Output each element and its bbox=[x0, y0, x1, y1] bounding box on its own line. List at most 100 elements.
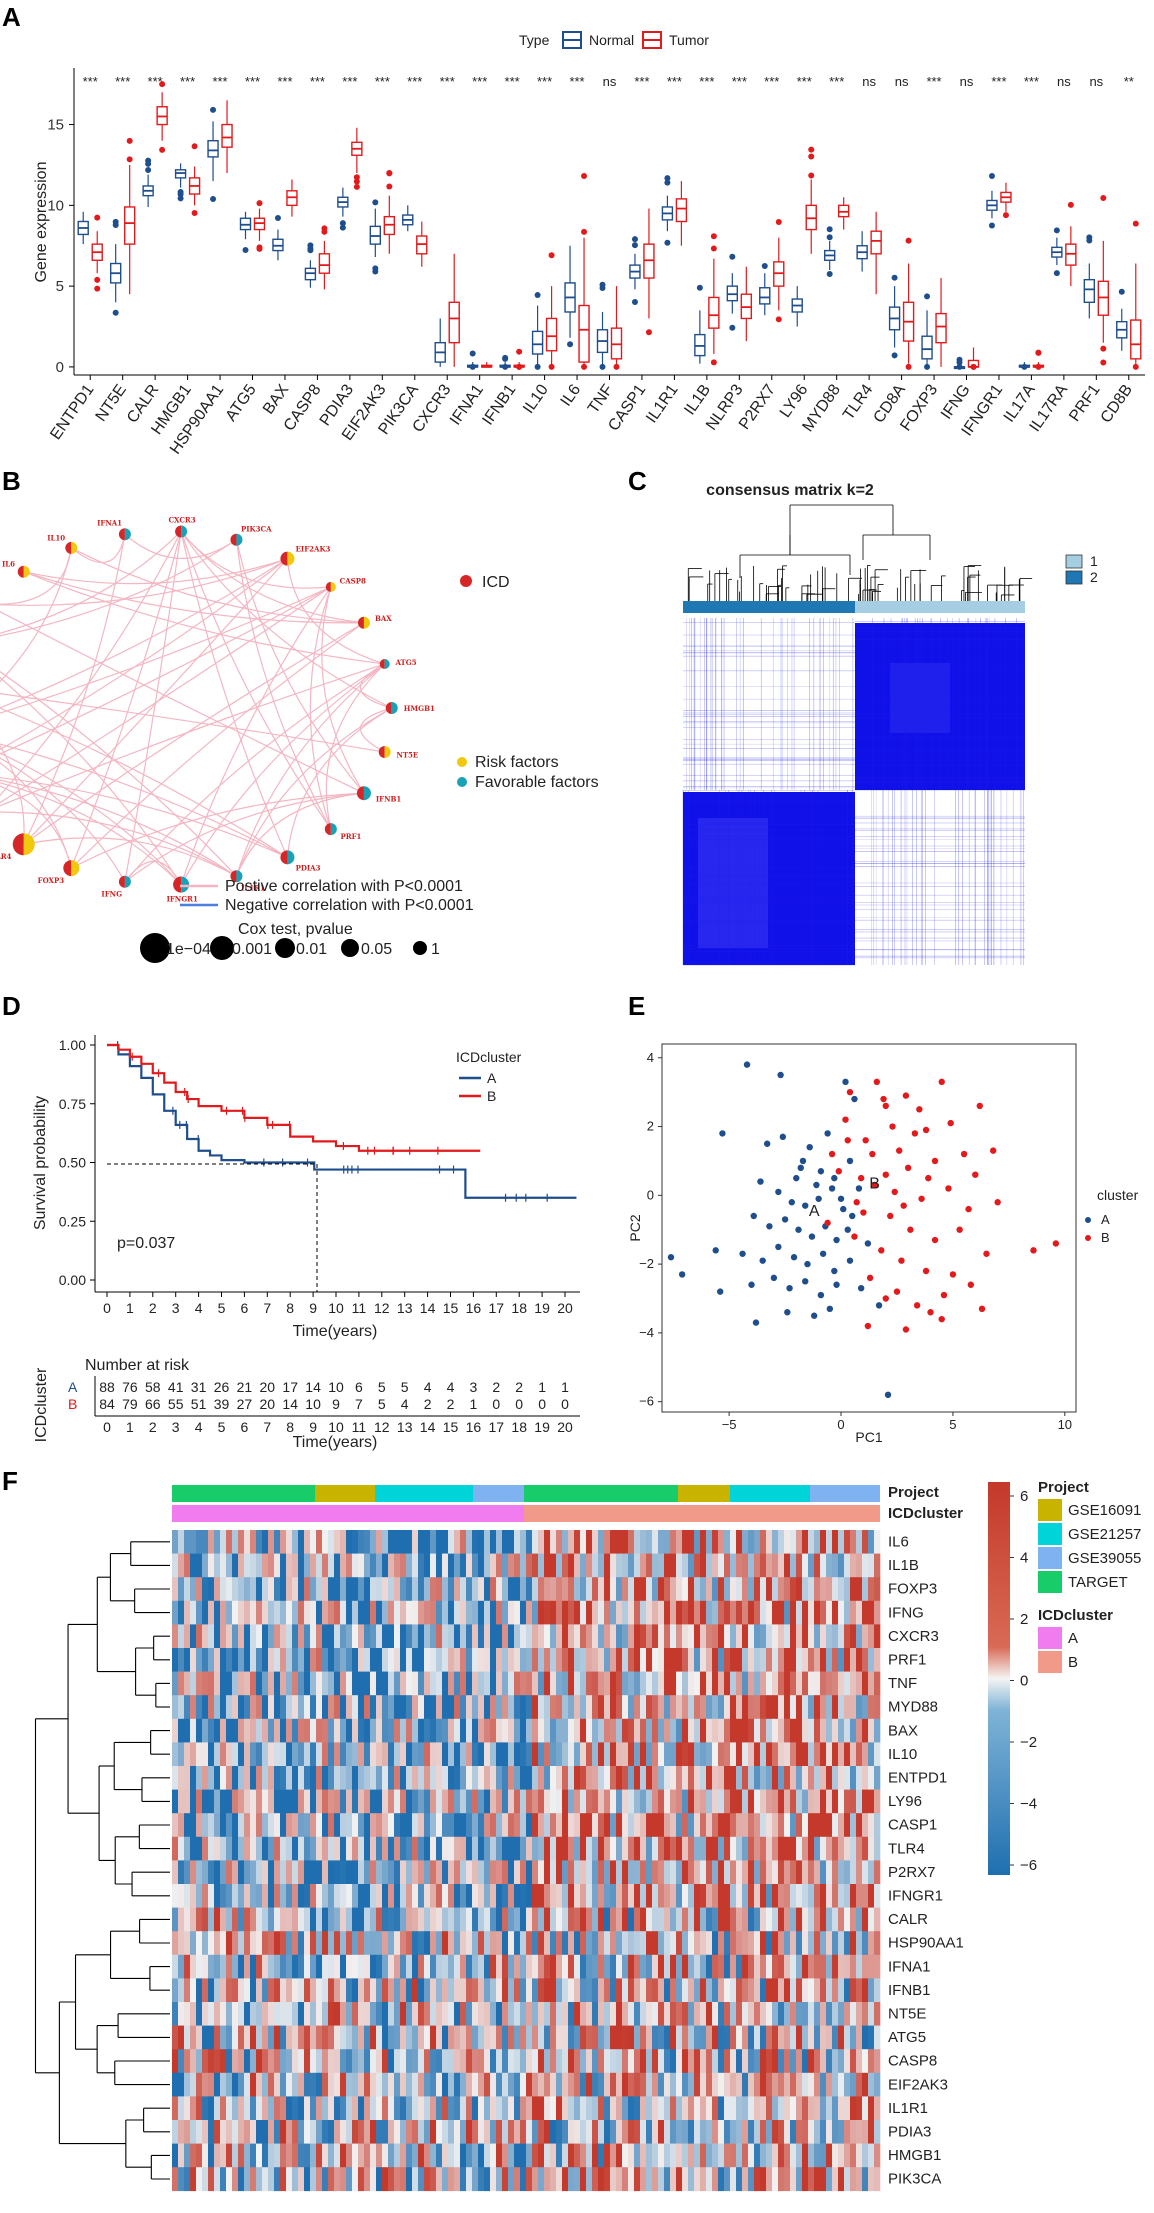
tumor-outlier bbox=[710, 359, 717, 366]
heatmap-cell bbox=[478, 2049, 485, 2074]
heatmap-cell bbox=[712, 1766, 719, 1790]
tumor-outlier bbox=[645, 329, 652, 336]
normal-outlier bbox=[339, 224, 346, 231]
heatmap-cell bbox=[394, 1671, 401, 1696]
pca-point-A bbox=[793, 1174, 800, 1182]
heatmap-cell bbox=[394, 1577, 401, 1602]
heatmap-cell bbox=[220, 1931, 227, 1956]
heatmap-cell bbox=[490, 1530, 497, 1554]
heatmap-cell bbox=[658, 2120, 665, 2144]
heatmap-cell bbox=[304, 1648, 311, 1672]
heatmap-cell bbox=[340, 1836, 347, 1861]
heatmap-cell bbox=[184, 1884, 191, 1908]
heatmap-cell bbox=[838, 1789, 845, 1814]
heatmap-cell bbox=[184, 2025, 191, 2050]
heatmap-cell bbox=[256, 1884, 263, 1908]
risk-x-tick-label: 9 bbox=[309, 1419, 317, 1435]
heatmap-cell bbox=[796, 1836, 803, 1861]
heatmap-cell bbox=[460, 2002, 467, 2026]
heatmap-cell bbox=[190, 1624, 197, 1649]
normal-outlier bbox=[242, 247, 249, 254]
heatmap-cell bbox=[274, 1624, 281, 1649]
heatmap-cell bbox=[784, 1577, 791, 1602]
heatmap-cell bbox=[466, 1671, 473, 1696]
heatmap-cell bbox=[730, 1671, 737, 1696]
normal-outlier bbox=[696, 284, 703, 291]
heatmap-cell bbox=[730, 1813, 737, 1838]
heatmap-cell bbox=[796, 1577, 803, 1602]
heatmap-cell bbox=[226, 1789, 233, 1814]
heatmap-cell bbox=[172, 2167, 179, 2192]
heatmap-cell bbox=[256, 1954, 263, 1979]
heatmap-cell bbox=[322, 1577, 329, 1602]
heatmap-cell bbox=[604, 1695, 611, 1720]
risk-count-b: 51 bbox=[191, 1396, 207, 1412]
heatmap-cell bbox=[826, 1624, 833, 1649]
heatmap-cell bbox=[352, 1577, 359, 1602]
heatmap-cell bbox=[334, 1836, 341, 1861]
heatmap-cell bbox=[364, 1813, 371, 1838]
heatmap-cell bbox=[436, 1742, 443, 1767]
heatmap-cell bbox=[640, 1600, 647, 1625]
heatmap-cell bbox=[742, 2143, 749, 2168]
heatmap-cell bbox=[172, 1577, 179, 1602]
heatmap-cell bbox=[616, 1907, 623, 1932]
tumor-outlier bbox=[808, 172, 815, 179]
cluster-annotation-a bbox=[172, 1505, 524, 1522]
heatmap-cell bbox=[448, 2025, 455, 2050]
heatmap-cell bbox=[622, 2120, 629, 2144]
heatmap-cell bbox=[262, 1553, 269, 1578]
heatmap-cell bbox=[292, 2049, 299, 2074]
heatmap-cell bbox=[694, 1671, 701, 1696]
heatmap-cell bbox=[316, 1766, 323, 1790]
heatmap-cell bbox=[730, 2120, 737, 2144]
heatmap-cell bbox=[184, 1718, 191, 1743]
heatmap-cell bbox=[796, 2049, 803, 2074]
heatmap-cell bbox=[280, 1553, 287, 1578]
heatmap-cell bbox=[754, 2167, 761, 2192]
heatmap-cell bbox=[394, 1884, 401, 1908]
block-1-1 bbox=[683, 792, 855, 965]
heatmap-cell bbox=[718, 1718, 725, 1743]
risk-x-tick-label: 15 bbox=[443, 1419, 459, 1435]
heatmap-cell bbox=[730, 1553, 737, 1578]
heatmap-cell bbox=[556, 1860, 563, 1885]
heatmap-cell bbox=[862, 1718, 869, 1743]
heatmap-cell bbox=[292, 1907, 299, 1932]
heatmap-cell bbox=[622, 2072, 629, 2097]
heatmap-cell bbox=[412, 1884, 419, 1908]
heatmap-cell bbox=[430, 1553, 437, 1578]
heatmap-cell bbox=[406, 1530, 413, 1554]
heatmap-cell bbox=[376, 2049, 383, 2074]
heatmap-cell bbox=[682, 2049, 689, 2074]
heatmap-cell bbox=[406, 2025, 413, 2050]
heatmap-cell bbox=[424, 1553, 431, 1578]
heatmap-cell bbox=[814, 1577, 821, 1602]
heatmap-cell bbox=[202, 1978, 209, 2003]
heatmap-cell bbox=[298, 1789, 305, 1814]
heatmap-cell bbox=[256, 1577, 263, 1602]
heatmap-cell bbox=[862, 1577, 869, 1602]
heatmap-cell bbox=[496, 1766, 503, 1790]
heatmap-cell bbox=[202, 1954, 209, 1979]
risk-x-tick-label: 16 bbox=[466, 1419, 482, 1435]
heatmap-cell bbox=[712, 2096, 719, 2121]
heatmap-cell bbox=[172, 1600, 179, 1625]
pca-point-A bbox=[775, 1188, 782, 1196]
heatmap-cell bbox=[694, 2143, 701, 2168]
heatmap-cell bbox=[838, 1954, 845, 1979]
heatmap-cell bbox=[394, 1718, 401, 1743]
tumor-outlier bbox=[1035, 349, 1042, 356]
heatmap-cell bbox=[244, 2072, 251, 2097]
heatmap-cell bbox=[778, 1931, 785, 1956]
heatmap-cell bbox=[796, 1766, 803, 1790]
heatmap-cell bbox=[580, 1907, 587, 1932]
heatmap-cell bbox=[832, 2120, 839, 2144]
heatmap-cell bbox=[742, 1648, 749, 1672]
heatmap-cell bbox=[364, 2143, 371, 2168]
heatmap-cell bbox=[520, 1742, 527, 1767]
heatmap-cell bbox=[586, 1742, 593, 1767]
heatmap-cell bbox=[220, 2072, 227, 2097]
heatmap-cell bbox=[772, 1836, 779, 1861]
heatmap-cell bbox=[766, 1931, 773, 1956]
